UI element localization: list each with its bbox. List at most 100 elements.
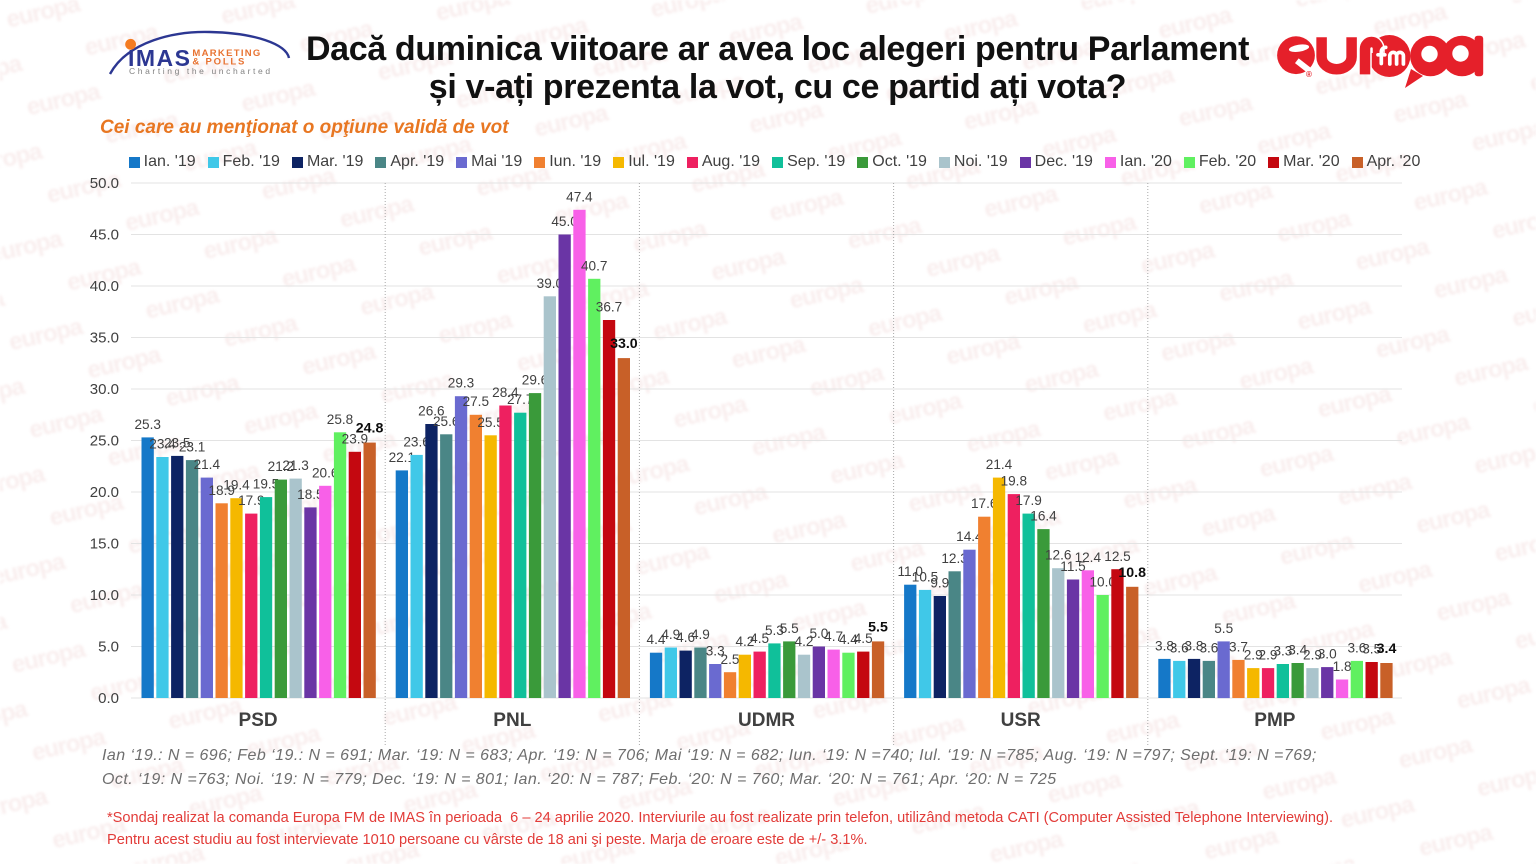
svg-text:19.4: 19.4 xyxy=(223,478,250,493)
svg-text:10.0: 10.0 xyxy=(1089,575,1116,590)
svg-text:25.3: 25.3 xyxy=(134,417,160,432)
svg-text:19.5: 19.5 xyxy=(253,477,279,492)
svg-text:12.3: 12.3 xyxy=(941,551,967,566)
svg-text:Charting the uncharted: Charting the uncharted xyxy=(129,66,273,76)
svg-text:3.6: 3.6 xyxy=(1199,640,1218,655)
svg-text:25.0: 25.0 xyxy=(90,433,119,450)
svg-text:30.0: 30.0 xyxy=(90,381,119,398)
svg-text:23.5: 23.5 xyxy=(164,435,190,450)
svg-text:2.9: 2.9 xyxy=(1259,648,1278,663)
svg-text:10.5: 10.5 xyxy=(912,569,938,584)
svg-text:12.4: 12.4 xyxy=(1075,550,1102,565)
svg-text:24.8: 24.8 xyxy=(356,421,384,437)
svg-text:11.0: 11.0 xyxy=(897,564,923,579)
svg-text:3.4: 3.4 xyxy=(1377,641,1397,657)
svg-text:10.0: 10.0 xyxy=(90,587,119,604)
svg-text:17.6: 17.6 xyxy=(971,496,997,511)
svg-text:21.4: 21.4 xyxy=(986,457,1013,472)
svg-text:33.0: 33.0 xyxy=(610,336,638,352)
svg-text:3.8: 3.8 xyxy=(1155,638,1174,653)
svg-text:2.9: 2.9 xyxy=(1303,648,1322,663)
svg-text:3.5: 3.5 xyxy=(1362,642,1381,657)
svg-text:5.0: 5.0 xyxy=(98,639,119,656)
svg-text:21.2: 21.2 xyxy=(268,459,294,474)
svg-text:35.0: 35.0 xyxy=(90,330,119,347)
svg-text:11.5: 11.5 xyxy=(1060,559,1085,574)
svg-text:22.1: 22.1 xyxy=(389,450,415,465)
svg-text:3.6: 3.6 xyxy=(1347,640,1366,655)
svg-text:3.3: 3.3 xyxy=(706,644,725,659)
svg-text:5.5: 5.5 xyxy=(1214,621,1233,636)
svg-text:9.9: 9.9 xyxy=(930,576,949,591)
svg-text:4.4: 4.4 xyxy=(647,632,666,647)
svg-text:®: ® xyxy=(1306,70,1312,79)
svg-text:27.5: 27.5 xyxy=(463,394,489,409)
svg-text:5.5: 5.5 xyxy=(780,621,799,636)
svg-text:0.0: 0.0 xyxy=(98,690,119,707)
svg-text:21.3: 21.3 xyxy=(282,458,308,473)
svg-text:4.5: 4.5 xyxy=(750,631,769,646)
svg-text:PMP: PMP xyxy=(1254,710,1296,731)
svg-text:50.0: 50.0 xyxy=(90,175,119,192)
svg-text:4.2: 4.2 xyxy=(795,634,814,649)
svg-text:3.6: 3.6 xyxy=(1170,640,1189,655)
svg-text:17.9: 17.9 xyxy=(1015,493,1041,508)
svg-text:4.7: 4.7 xyxy=(824,629,843,644)
svg-text:& POLLS: & POLLS xyxy=(192,57,246,68)
svg-text:3.3: 3.3 xyxy=(1273,644,1292,659)
svg-text:27.7: 27.7 xyxy=(507,392,533,407)
svg-text:3.4: 3.4 xyxy=(1288,643,1307,658)
svg-text:47.4: 47.4 xyxy=(566,189,593,204)
svg-text:16.4: 16.4 xyxy=(1030,509,1057,524)
svg-text:5.0: 5.0 xyxy=(809,626,828,641)
svg-text:MARKETING: MARKETING xyxy=(192,48,261,59)
svg-text:45.0: 45.0 xyxy=(90,227,119,244)
svg-text:23.9: 23.9 xyxy=(342,431,368,446)
svg-text:18.5: 18.5 xyxy=(297,487,323,502)
svg-text:21.4: 21.4 xyxy=(194,457,221,472)
svg-text:25.8: 25.8 xyxy=(327,412,353,427)
svg-text:3.7: 3.7 xyxy=(1229,639,1248,654)
svg-text:25.6: 25.6 xyxy=(433,414,459,429)
svg-text:2.9: 2.9 xyxy=(1244,648,1263,663)
svg-text:40.7: 40.7 xyxy=(581,258,607,273)
svg-text:20.6: 20.6 xyxy=(312,465,338,480)
svg-text:20.0: 20.0 xyxy=(90,484,119,501)
svg-text:26.6: 26.6 xyxy=(418,404,444,419)
svg-text:4.2: 4.2 xyxy=(735,634,754,649)
svg-text:4.4: 4.4 xyxy=(839,632,858,647)
svg-text:17.9: 17.9 xyxy=(238,493,264,508)
svg-text:25.5: 25.5 xyxy=(477,415,503,430)
svg-text:4.5: 4.5 xyxy=(854,631,873,646)
svg-text:3.0: 3.0 xyxy=(1318,647,1337,662)
svg-text:14.4: 14.4 xyxy=(956,529,983,544)
svg-text:28.4: 28.4 xyxy=(492,385,519,400)
svg-text:19.8: 19.8 xyxy=(1001,474,1027,489)
svg-text:18.9: 18.9 xyxy=(208,483,234,498)
svg-text:29.3: 29.3 xyxy=(448,376,474,391)
svg-text:USR: USR xyxy=(1001,710,1041,731)
svg-text:23.6: 23.6 xyxy=(403,434,429,449)
svg-text:4.9: 4.9 xyxy=(691,627,710,642)
svg-text:4.9: 4.9 xyxy=(661,627,680,642)
svg-text:4.6: 4.6 xyxy=(676,630,695,645)
svg-text:2.5: 2.5 xyxy=(721,652,740,667)
svg-text:12.6: 12.6 xyxy=(1045,548,1071,563)
svg-text:12.5: 12.5 xyxy=(1104,549,1130,564)
svg-text:UDMR: UDMR xyxy=(738,710,795,731)
svg-text:IMAS: IMAS xyxy=(128,45,192,71)
svg-text:23.4: 23.4 xyxy=(149,437,176,452)
svg-text:10.8: 10.8 xyxy=(1118,565,1146,581)
svg-text:3.8: 3.8 xyxy=(1185,638,1204,653)
svg-text:40.0: 40.0 xyxy=(90,278,119,295)
svg-text:36.7: 36.7 xyxy=(596,300,622,315)
svg-text:29.6: 29.6 xyxy=(522,373,548,388)
svg-text:15.0: 15.0 xyxy=(90,536,119,553)
svg-text:5.3: 5.3 xyxy=(765,623,784,638)
svg-text:PSD: PSD xyxy=(239,710,278,731)
svg-text:23.1: 23.1 xyxy=(179,440,205,455)
svg-text:5.5: 5.5 xyxy=(868,619,888,635)
svg-text:1.8: 1.8 xyxy=(1333,659,1352,674)
svg-text:PNL: PNL xyxy=(493,710,531,731)
svg-text:39.0: 39.0 xyxy=(537,276,564,291)
